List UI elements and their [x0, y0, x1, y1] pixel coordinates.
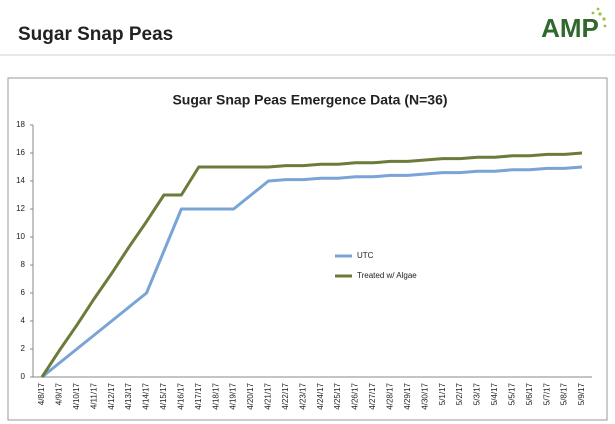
x-tick-label: 5/2/17	[455, 382, 464, 405]
x-tick-label: 4/28/17	[385, 382, 394, 409]
x-tick-label: 4/11/17	[89, 382, 98, 409]
chart-title: Sugar Snap Peas Emergence Data (N=36)	[172, 92, 447, 108]
logo-dots	[591, 7, 607, 28]
x-tick-label: 4/9/17	[55, 382, 64, 405]
chart-frame	[7, 77, 608, 421]
x-tick-label: 4/22/17	[281, 382, 290, 409]
x-tick-label: 4/29/17	[403, 382, 412, 409]
x-tick-label: 4/23/17	[298, 382, 307, 409]
y-tick-label: 4	[21, 316, 26, 325]
x-tick-label: 4/20/17	[246, 382, 255, 409]
logo: AMP	[541, 13, 599, 43]
x-tick-label: 4/13/17	[124, 382, 133, 409]
x-tick-label: 5/3/17	[473, 382, 482, 405]
legend-label: UTC	[357, 251, 374, 260]
x-tick-label: 5/8/17	[560, 382, 569, 405]
y-tick-label: 16	[16, 148, 25, 157]
x-tick-label: 4/21/17	[264, 382, 273, 409]
y-tick-label: 0	[21, 372, 26, 381]
x-tick-label: 5/7/17	[542, 382, 551, 405]
x-tick-label: 4/15/17	[159, 382, 168, 409]
x-tick-label: 4/10/17	[72, 382, 81, 409]
y-tick-label: 12	[16, 204, 25, 213]
y-tick-label: 2	[21, 344, 26, 353]
y-tick-label: 14	[16, 176, 25, 185]
x-tick-label: 4/25/17	[333, 382, 342, 409]
series-line	[40, 151, 583, 378]
slide-title: Sugar Snap Peas	[18, 24, 173, 45]
x-tick-label: 5/9/17	[577, 382, 586, 405]
series-line	[41, 165, 583, 379]
x-tick-label: 4/8/17	[37, 382, 46, 405]
x-tick-label: 5/6/17	[525, 382, 534, 405]
x-tick-label: 4/19/17	[229, 382, 238, 409]
x-tick-label: 5/5/17	[507, 382, 516, 405]
y-tick-label: 18	[16, 120, 25, 129]
y-tick-label: 10	[16, 232, 25, 241]
legend-label: Treated w/ Algae	[357, 271, 417, 280]
x-tick-label: 4/14/17	[142, 382, 151, 409]
x-tick-label: 5/1/17	[438, 382, 447, 405]
x-tick-label: 4/16/17	[176, 382, 185, 409]
x-tick-label: 4/18/17	[211, 382, 220, 409]
x-tick-label: 4/12/17	[107, 382, 116, 409]
x-tick-label: 4/27/17	[368, 382, 377, 409]
x-tick-label: 4/24/17	[316, 382, 325, 409]
x-tick-label: 4/26/17	[351, 382, 360, 409]
x-tick-label: 5/4/17	[490, 382, 499, 405]
y-tick-label: 6	[21, 288, 26, 297]
x-tick-label: 4/30/17	[420, 382, 429, 409]
y-tick-label: 8	[21, 260, 26, 269]
x-tick-label: 4/17/17	[194, 382, 203, 409]
